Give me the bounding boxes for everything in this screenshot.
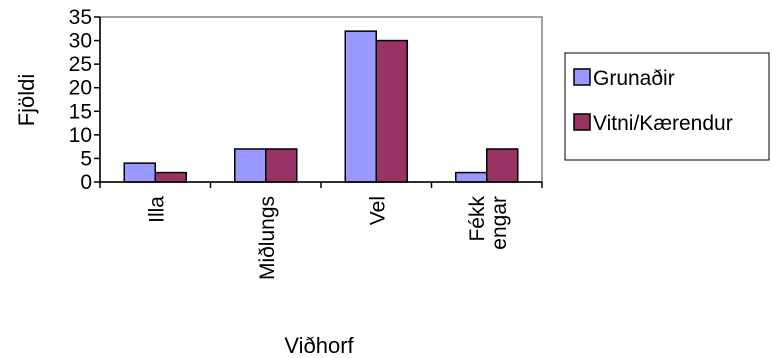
y-tick-label: 15 (69, 100, 92, 123)
x-category-label: engar (488, 196, 511, 250)
y-tick-label: 20 (69, 77, 92, 100)
y-tick-label: 30 (69, 30, 92, 53)
x-axis-title: Viðhorf (284, 333, 354, 358)
y-tick-label: 25 (69, 53, 92, 76)
bar-vitni (486, 148, 519, 183)
bar-vitni (375, 39, 408, 183)
bar-grunadir (234, 148, 267, 183)
bar-grunadir (455, 171, 488, 183)
bar-grunadir (344, 30, 377, 183)
y-tick-label: 0 (80, 171, 92, 194)
legend-box (564, 52, 770, 161)
y-tick-label: 10 (69, 124, 92, 147)
legend-swatch (573, 68, 591, 86)
legend-swatch (573, 113, 591, 131)
y-tick-label: 35 (69, 6, 92, 29)
legend: Grunaðir Vitni/Kærendur (564, 52, 770, 161)
bar-grunadir (123, 162, 156, 183)
y-axis-title: Fjöldi (14, 74, 39, 127)
plot-frame (99, 16, 543, 183)
x-axis: Illa Miðlungs Vel Fékk engar (99, 181, 543, 280)
x-category-label: Fékk (466, 196, 489, 242)
bar-vitni (154, 171, 187, 183)
x-category-label: Miðlungs (256, 196, 279, 280)
x-category-label: Vel (366, 196, 389, 225)
legend-label: Grunaðir (593, 67, 675, 90)
bar-vitni (265, 148, 298, 183)
x-category-label: Illa (145, 196, 168, 223)
y-tick-label: 5 (80, 147, 92, 170)
bars (123, 30, 519, 183)
legend-label: Vitni/Kærendur (593, 112, 733, 135)
